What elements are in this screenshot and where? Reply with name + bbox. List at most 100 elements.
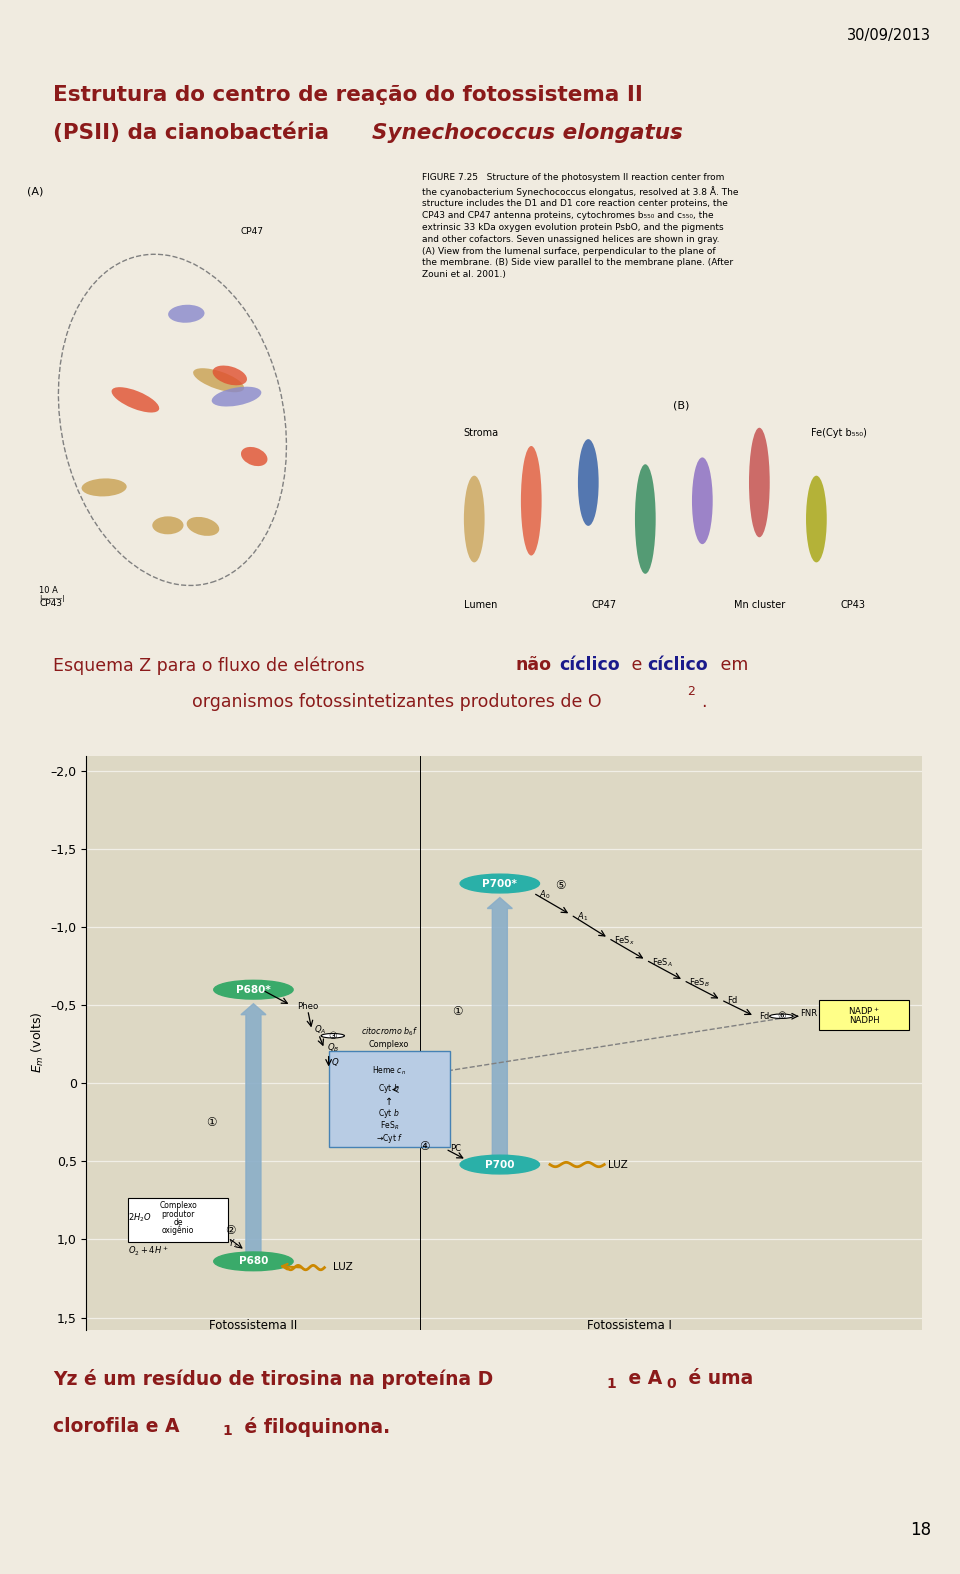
Ellipse shape	[111, 387, 159, 412]
Ellipse shape	[460, 1155, 540, 1174]
Text: Stroma: Stroma	[464, 428, 499, 438]
Text: $2H_2O$: $2H_2O$	[129, 1212, 152, 1225]
Ellipse shape	[212, 387, 261, 406]
Text: P700*: P700*	[482, 878, 517, 889]
Text: ⑥: ⑥	[777, 1011, 785, 1022]
Text: $Y_z$: $Y_z$	[228, 1237, 238, 1250]
Text: CP43: CP43	[840, 600, 865, 611]
Text: FeS$_R$: FeS$_R$	[379, 1119, 398, 1132]
Text: $Q_A$: $Q_A$	[315, 1023, 327, 1036]
Text: cíclico: cíclico	[647, 656, 708, 674]
Text: Cyt $b$: Cyt $b$	[378, 1081, 400, 1094]
Text: 18: 18	[910, 1522, 931, 1539]
Ellipse shape	[82, 478, 127, 496]
Ellipse shape	[214, 1251, 293, 1270]
Text: ③: ③	[328, 1031, 337, 1040]
Ellipse shape	[193, 368, 244, 392]
Y-axis label: $E_m$ (volts): $E_m$ (volts)	[30, 1012, 46, 1073]
Text: ①: ①	[452, 1006, 463, 1018]
Text: clorofila e A: clorofila e A	[53, 1417, 180, 1435]
Text: 30/09/2013: 30/09/2013	[847, 28, 931, 44]
Text: e: e	[626, 656, 648, 674]
Text: Esquema Z para o fluxo de elétrons: Esquema Z para o fluxo de elétrons	[53, 656, 370, 675]
Text: FeS$_A$: FeS$_A$	[652, 955, 673, 968]
Text: P680: P680	[239, 1256, 268, 1267]
Text: citocromo $b_6f$: citocromo $b_6f$	[361, 1026, 418, 1039]
FancyBboxPatch shape	[819, 999, 909, 1029]
Text: (A): (A)	[27, 187, 43, 197]
Text: Fd: Fd	[727, 996, 737, 1004]
Text: CP43: CP43	[39, 600, 62, 608]
Text: 1: 1	[223, 1424, 232, 1439]
Text: ⑤: ⑤	[556, 880, 566, 892]
Text: NADP$^+$: NADP$^+$	[848, 1004, 880, 1017]
Text: $A_1$: $A_1$	[577, 911, 588, 924]
Ellipse shape	[635, 464, 656, 575]
Text: Estrutura do centro de reação do fotossistema II: Estrutura do centro de reação do fotossi…	[53, 85, 642, 105]
Ellipse shape	[464, 475, 485, 562]
Text: oxigênio: oxigênio	[162, 1226, 195, 1236]
Text: .: .	[701, 693, 707, 710]
Text: Cyt $b$: Cyt $b$	[378, 1107, 400, 1119]
Text: (B): (B)	[673, 400, 690, 411]
Circle shape	[770, 1014, 793, 1018]
Ellipse shape	[692, 458, 712, 545]
Text: Lumen: Lumen	[464, 600, 497, 611]
Text: ②: ②	[225, 1223, 235, 1237]
Text: CP47: CP47	[241, 227, 264, 236]
Text: (PSII) da cianobactéria: (PSII) da cianobactéria	[53, 123, 336, 143]
Ellipse shape	[212, 365, 247, 386]
Text: ↑: ↑	[385, 1097, 394, 1107]
Text: NADPH: NADPH	[849, 1017, 879, 1025]
Text: FIGURE 7.25   Structure of the photosystem II reaction center from
the cyanobact: FIGURE 7.25 Structure of the photosystem…	[422, 173, 739, 279]
Text: $Q_B$: $Q_B$	[327, 1042, 340, 1055]
Text: Fotossistema I: Fotossistema I	[587, 1319, 672, 1332]
Ellipse shape	[186, 516, 219, 535]
Text: LUZ: LUZ	[333, 1262, 352, 1272]
Ellipse shape	[578, 439, 599, 526]
Text: FeS$_x$: FeS$_x$	[614, 935, 636, 948]
FancyArrow shape	[241, 1004, 266, 1261]
Ellipse shape	[168, 305, 204, 323]
Text: Fotossistema II: Fotossistema II	[209, 1319, 298, 1332]
Text: Mn cluster: Mn cluster	[733, 600, 785, 611]
Text: cíclico: cíclico	[560, 656, 620, 674]
Ellipse shape	[153, 516, 183, 534]
Text: 1: 1	[607, 1377, 616, 1391]
Text: Complexo: Complexo	[369, 1040, 409, 1048]
Text: Synechococcus elongatus: Synechococcus elongatus	[372, 123, 684, 143]
FancyArrow shape	[488, 897, 513, 1165]
Text: FeS$_B$: FeS$_B$	[689, 976, 710, 988]
Text: de: de	[174, 1218, 183, 1226]
Text: e A: e A	[622, 1369, 662, 1388]
Text: não: não	[516, 656, 551, 674]
Text: Complexo: Complexo	[159, 1201, 197, 1210]
Text: 10 A: 10 A	[39, 586, 59, 595]
Text: CP47: CP47	[591, 600, 616, 611]
Text: 0: 0	[666, 1377, 676, 1391]
Text: 2: 2	[687, 685, 695, 697]
Ellipse shape	[460, 874, 540, 892]
Text: $Q$: $Q$	[331, 1056, 340, 1067]
Text: |———|: |———|	[39, 595, 65, 601]
Text: Yz é um resíduo de tirosina na proteína D: Yz é um resíduo de tirosina na proteína …	[53, 1369, 493, 1390]
FancyBboxPatch shape	[129, 1198, 228, 1242]
Ellipse shape	[214, 981, 293, 999]
Text: é filoquinona.: é filoquinona.	[238, 1417, 390, 1437]
Text: ①: ①	[206, 1116, 217, 1129]
Text: ④: ④	[420, 1140, 430, 1154]
Text: $O_2 + 4H^+$: $O_2 + 4H^+$	[129, 1245, 169, 1258]
Text: Heme $c_n$: Heme $c_n$	[372, 1064, 406, 1077]
Text: PC: PC	[449, 1144, 461, 1152]
Text: P680*: P680*	[236, 985, 271, 995]
Text: organismos fotossintetizantes produtores de O: organismos fotossintetizantes produtores…	[192, 693, 602, 710]
Text: .: .	[672, 123, 681, 143]
Text: Fd: Fd	[758, 1012, 769, 1020]
Ellipse shape	[241, 447, 268, 466]
Text: FNR: FNR	[801, 1009, 818, 1018]
Text: Pheo: Pheo	[297, 1003, 318, 1012]
Text: em: em	[715, 656, 749, 674]
Text: P700: P700	[485, 1160, 515, 1169]
Text: produtor: produtor	[161, 1210, 195, 1218]
Ellipse shape	[806, 475, 827, 562]
